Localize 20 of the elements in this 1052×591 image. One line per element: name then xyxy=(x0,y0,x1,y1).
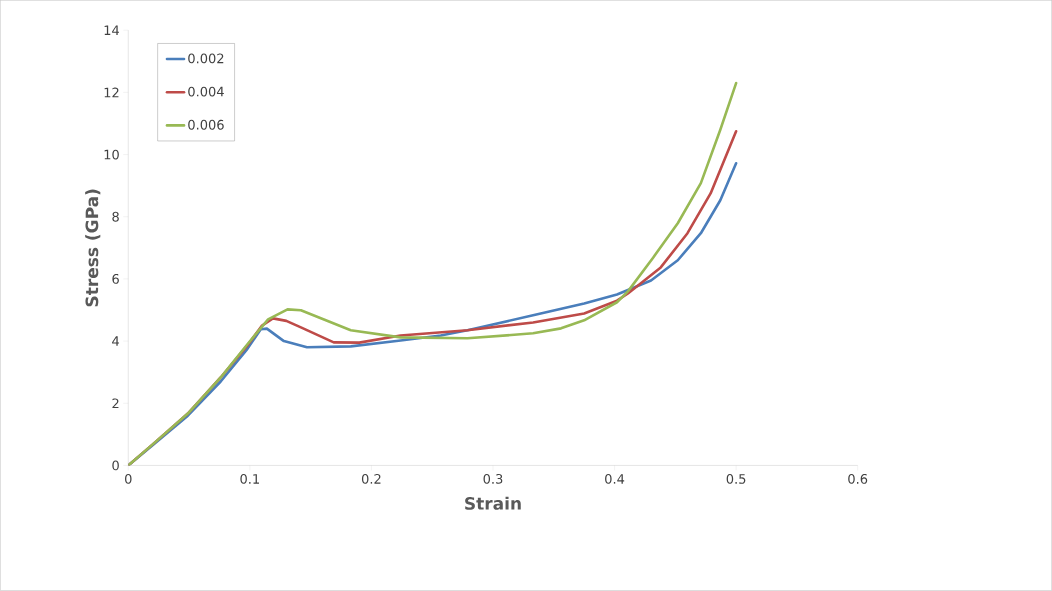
legend-label: 0.006 xyxy=(188,119,224,130)
y-tick-label: 6 xyxy=(112,274,119,284)
x-axis-title: Strain xyxy=(465,496,521,510)
y-tick-label: 10 xyxy=(104,149,119,160)
x-tick-label: 0.3 xyxy=(483,474,503,484)
y-tick-label: 4 xyxy=(112,336,120,346)
legend-label: 0.004 xyxy=(188,86,224,97)
legend-label: 0.002 xyxy=(188,53,224,64)
x-tick-label: 0.6 xyxy=(848,474,868,484)
y-tick-label: 0 xyxy=(112,460,119,471)
y-tick-label: 14 xyxy=(104,25,120,36)
x-tick-label: 0 xyxy=(125,474,132,484)
x-tick-label: 0.4 xyxy=(605,474,625,484)
x-tick-label: 0.5 xyxy=(726,474,746,484)
y-tick-label: 8 xyxy=(112,211,119,222)
x-tick-label: 0.2 xyxy=(361,474,381,484)
x-tick-label: 0.1 xyxy=(240,474,259,484)
y-axis-title: Stress (GPa) xyxy=(85,189,101,307)
y-tick-label: 12 xyxy=(104,87,119,98)
y-tick-label: 2 xyxy=(112,398,119,409)
